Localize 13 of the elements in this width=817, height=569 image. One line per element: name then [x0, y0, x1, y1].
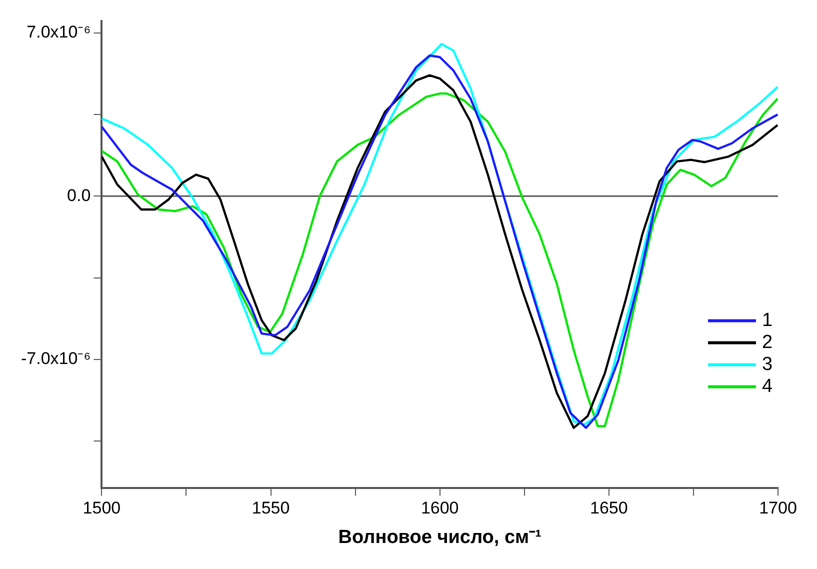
x-tick-label: 1600 — [420, 498, 459, 518]
legend-label: 2 — [762, 332, 773, 354]
x-tick-label: 1550 — [252, 498, 290, 518]
y-tick-label: 0.0 — [67, 186, 91, 205]
x-tick-label: 1500 — [82, 498, 121, 518]
legend-label: 4 — [762, 376, 773, 398]
legend-label: 1 — [762, 310, 773, 332]
y-tick-label: -7.0x10⁻⁶ — [20, 349, 91, 368]
legend-label: 3 — [762, 354, 773, 376]
x-tick-label: 1700 — [759, 498, 797, 518]
y-tick-label: 7.0x10⁻⁶ — [26, 22, 91, 42]
x-tick-label: 1650 — [590, 498, 628, 518]
x-axis-title: Волновое число, см⁻¹ — [338, 526, 542, 548]
